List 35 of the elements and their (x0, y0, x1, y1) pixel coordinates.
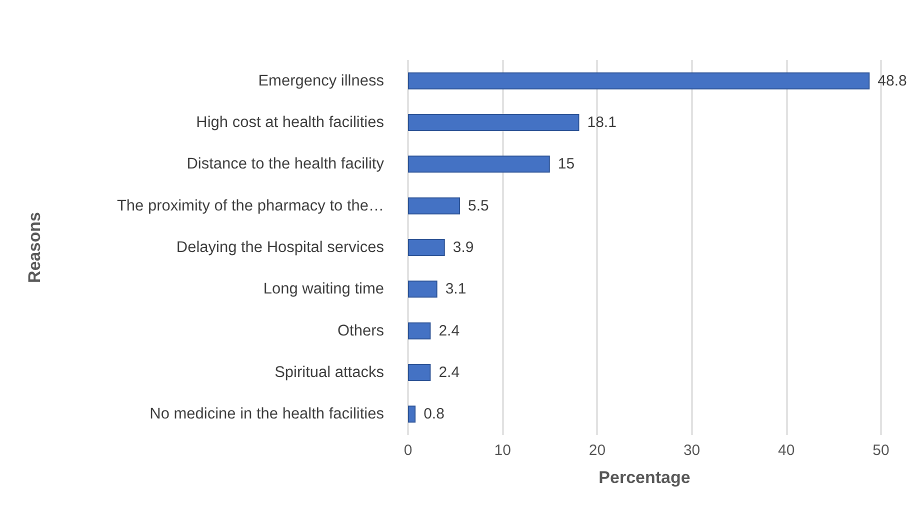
y-tick-label: High cost at health facilities (196, 114, 384, 131)
y-tick-label: No medicine in the health facilities (150, 406, 384, 423)
bar (408, 114, 580, 131)
data-label: 15 (558, 156, 575, 173)
bar (408, 156, 550, 173)
bar (408, 364, 431, 381)
x-tick-label: 10 (494, 442, 511, 459)
y-tick-label: Long waiting time (263, 280, 384, 298)
bar (408, 239, 445, 256)
data-label: 0.8 (424, 406, 444, 423)
bar (408, 197, 460, 214)
y-tick-label: Distance to the health facility (186, 156, 384, 173)
data-label: 2.4 (438, 322, 460, 340)
x-axis-title: Percentage (598, 468, 690, 487)
data-label: 2.4 (438, 364, 460, 381)
y-tick-label: Others (337, 322, 384, 340)
x-tick-label: 0 (404, 442, 412, 459)
x-tick-label: 20 (588, 442, 606, 459)
bar (408, 322, 431, 340)
data-label: 3.9 (452, 239, 474, 256)
bar (408, 72, 870, 90)
data-label: 48.8 (878, 72, 907, 90)
y-axis-title: Reasons (25, 212, 44, 283)
y-tick-label: The proximity of the pharmacy to the… (116, 197, 384, 214)
y-tick-label: Delaying the Hospital services (176, 239, 384, 256)
y-tick-label: Spiritual attacks (274, 364, 384, 381)
x-tick-label: 30 (683, 442, 700, 459)
data-label: 18.1 (587, 114, 616, 131)
bar (408, 406, 416, 423)
x-tick-label: 40 (778, 442, 795, 459)
y-tick-label: Emergency illness (258, 72, 384, 90)
bar (408, 280, 438, 298)
data-label: 3.1 (445, 280, 466, 298)
x-tick-label: 50 (872, 442, 890, 459)
data-label: 5.5 (468, 197, 489, 214)
